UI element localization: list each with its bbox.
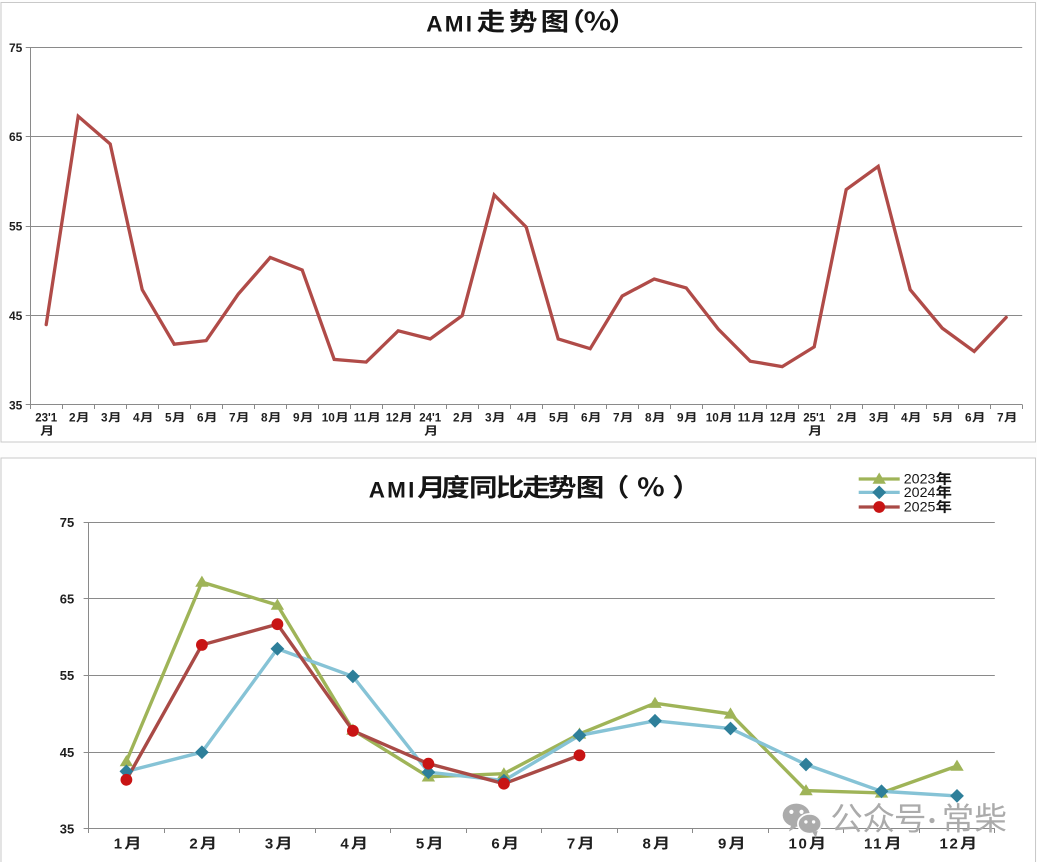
svg-text:23'1: 23'1 bbox=[35, 413, 58, 425]
svg-text:10: 10 bbox=[322, 410, 336, 424]
svg-text:65: 65 bbox=[60, 592, 74, 607]
svg-text:2: 2 bbox=[453, 410, 460, 424]
svg-text:7: 7 bbox=[567, 835, 577, 852]
svg-text:3: 3 bbox=[485, 410, 492, 424]
svg-text:9: 9 bbox=[293, 410, 300, 424]
svg-text:10: 10 bbox=[706, 410, 720, 424]
svg-text:75: 75 bbox=[9, 41, 23, 55]
svg-text:12: 12 bbox=[940, 835, 960, 852]
svg-text:11: 11 bbox=[738, 410, 751, 424]
svg-text:4: 4 bbox=[517, 410, 524, 424]
svg-text:2: 2 bbox=[69, 410, 76, 424]
svg-text:3: 3 bbox=[265, 835, 275, 852]
svg-text:11: 11 bbox=[354, 410, 367, 424]
svg-text:6: 6 bbox=[197, 410, 204, 424]
svg-text:10: 10 bbox=[789, 835, 809, 852]
svg-text:2023: 2023 bbox=[904, 472, 936, 488]
svg-text:8: 8 bbox=[643, 835, 653, 852]
svg-text:2024: 2024 bbox=[904, 485, 936, 501]
svg-text:11: 11 bbox=[864, 835, 883, 852]
svg-text:2: 2 bbox=[189, 835, 199, 852]
svg-text:35: 35 bbox=[60, 822, 74, 837]
svg-text:1: 1 bbox=[114, 835, 124, 852]
svg-text:3: 3 bbox=[869, 410, 876, 424]
svg-text:8: 8 bbox=[261, 410, 268, 424]
svg-text:7: 7 bbox=[997, 410, 1004, 424]
svg-text:6: 6 bbox=[491, 835, 501, 852]
svg-text:5: 5 bbox=[165, 410, 172, 424]
svg-text:4: 4 bbox=[133, 410, 140, 424]
svg-text:7: 7 bbox=[229, 410, 236, 424]
svg-text:6: 6 bbox=[581, 410, 588, 424]
svg-text:12: 12 bbox=[770, 410, 784, 424]
svg-text:55: 55 bbox=[60, 668, 74, 683]
svg-text:6: 6 bbox=[965, 410, 972, 424]
svg-text:AMI: AMI bbox=[426, 11, 474, 36]
svg-text:9: 9 bbox=[718, 835, 728, 852]
svg-text:55: 55 bbox=[9, 220, 23, 234]
svg-text:24'1: 24'1 bbox=[419, 413, 442, 425]
svg-text:9: 9 bbox=[677, 410, 684, 424]
svg-text:45: 45 bbox=[9, 309, 23, 323]
svg-text:4: 4 bbox=[340, 835, 350, 852]
svg-text:AMI: AMI bbox=[369, 477, 417, 502]
svg-text:3: 3 bbox=[101, 410, 108, 424]
svg-text:75: 75 bbox=[60, 515, 74, 530]
svg-text:5: 5 bbox=[933, 410, 940, 424]
svg-text:25'1: 25'1 bbox=[803, 413, 826, 425]
svg-text:4: 4 bbox=[901, 410, 908, 424]
svg-text:45: 45 bbox=[60, 745, 74, 760]
svg-text:12: 12 bbox=[386, 410, 400, 424]
svg-text:5: 5 bbox=[416, 835, 426, 852]
svg-text:8: 8 bbox=[645, 410, 652, 424]
svg-text:2025: 2025 bbox=[904, 500, 936, 516]
svg-text:2: 2 bbox=[837, 410, 844, 424]
svg-text:5: 5 bbox=[549, 410, 556, 424]
svg-text:65: 65 bbox=[9, 130, 23, 144]
svg-text:35: 35 bbox=[9, 398, 23, 412]
svg-text:7: 7 bbox=[613, 410, 620, 424]
